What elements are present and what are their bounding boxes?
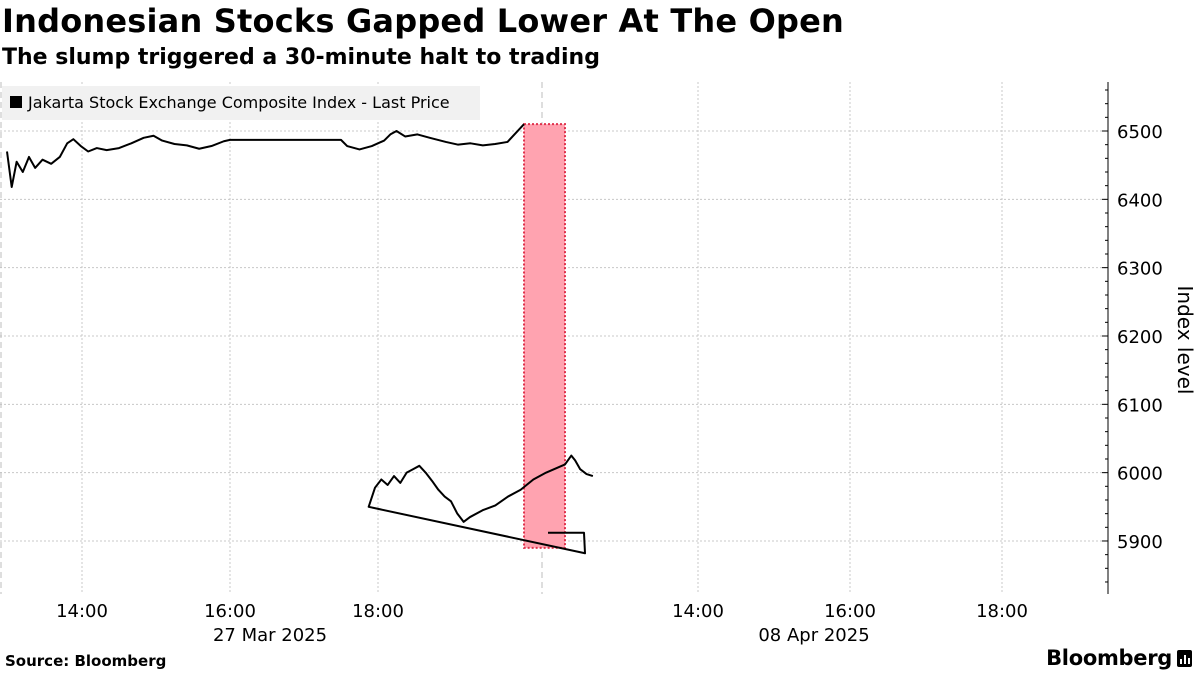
y-axis: 5900 6000 6100 6200 6300 6400 6500 Index level xyxy=(1102,82,1197,594)
x-tick-label: 16:00 xyxy=(204,601,256,622)
series-layer xyxy=(6,123,594,555)
legend-entry: Jakarta Stock Exchange Composite Index -… xyxy=(27,93,450,112)
source-note: Source: Bloomberg xyxy=(5,652,167,670)
halt-layer xyxy=(523,123,566,549)
y-axis-label: Index level xyxy=(1173,286,1197,395)
chart-title: Indonesian Stocks Gapped Lower At The Op… xyxy=(2,2,844,40)
series-line-27-mar xyxy=(6,123,525,189)
y-tick-label: 5900 xyxy=(1117,532,1163,553)
y-tick-label: 6200 xyxy=(1117,327,1163,348)
legend: Jakarta Stock Exchange Composite Index -… xyxy=(2,86,480,120)
x-axis: 14:00 16:00 18:00 14:00 16:00 18:00 27 Mar 202… xyxy=(56,601,1028,646)
x-tick-label: 16:00 xyxy=(824,601,876,622)
y-tick-label: 6300 xyxy=(1117,259,1163,280)
chart-subtitle: The slump triggered a 30-minute halt to … xyxy=(2,45,600,70)
x-tick-label: 14:00 xyxy=(672,601,724,622)
y-tick-label: 6500 xyxy=(1117,122,1163,143)
x-tick-label: 18:00 xyxy=(976,601,1028,622)
y-tick-label: 6000 xyxy=(1117,464,1163,485)
trading-halt-highlight xyxy=(523,123,566,549)
brand-text: Bloomberg xyxy=(1046,646,1172,670)
x-date-label: 27 Mar 2025 xyxy=(213,625,327,646)
x-date-label: 08 Apr 2025 xyxy=(758,625,869,646)
y-tick-label: 6100 xyxy=(1117,395,1163,416)
bloomberg-logo: Bloomberg xyxy=(1046,646,1192,670)
series-line-08-apr xyxy=(367,454,594,555)
legend-box xyxy=(2,86,480,120)
x-tick-label: 18:00 xyxy=(352,601,404,622)
bloomberg-mark-icon xyxy=(1177,649,1192,667)
y-tick-label: 6400 xyxy=(1117,190,1163,211)
x-tick-label: 14:00 xyxy=(56,601,108,622)
legend-swatch xyxy=(10,96,22,108)
